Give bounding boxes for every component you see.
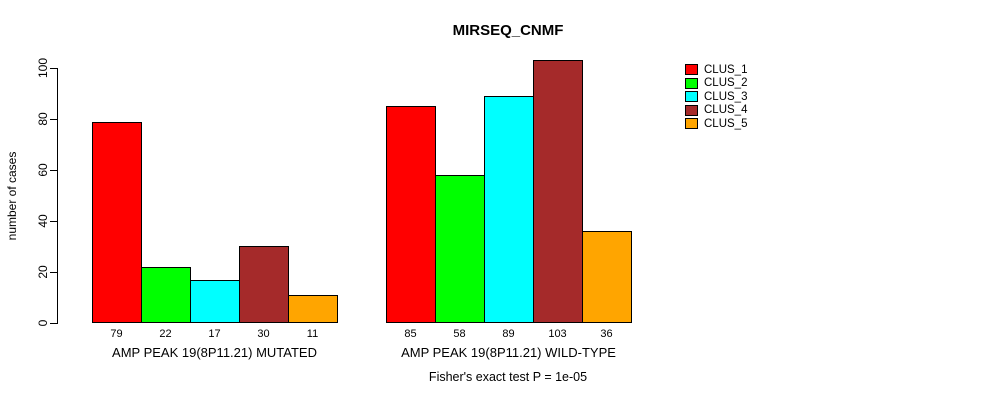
legend-swatch-clus_2 [685,77,698,89]
bar-value-label: 58 [453,328,466,340]
bar-value-label: 89 [502,328,515,340]
x-axis-group-label: AMP PEAK 19(8P11.21) WILD-TYPE [401,345,616,360]
fisher-test-note: Fisher's exact test P = 1e-05 [428,370,588,384]
legend-item: CLUS_3 [685,90,748,103]
legend-label: CLUS_3 [704,90,748,103]
bar-clus_1-group2 [386,106,436,323]
legend-swatch-clus_5 [685,118,698,129]
bar-value-label: 36 [600,328,613,340]
legend-item: CLUS_4 [685,104,748,116]
legend-label: CLUS_2 [704,77,748,89]
y-axis-line [57,68,58,324]
bar-clus_4-group2 [533,60,583,323]
y-axis-tick-label: 100 [36,57,50,79]
legend-item: CLUS_5 [685,117,748,130]
bar-value-label: 22 [159,328,172,340]
y-axis-tick [50,118,57,120]
bar-value-label: 30 [257,328,270,340]
y-axis-title: number of cases [5,151,19,241]
legend-label: CLUS_5 [704,117,748,130]
y-axis-tick [50,67,57,69]
y-axis-tick [50,271,57,273]
bar-clus_1-group1 [92,122,142,323]
y-axis-tick-label: 40 [36,214,50,228]
bar-value-label: 79 [110,328,123,340]
y-axis-tick-label: 60 [36,163,50,177]
legend-label: CLUS_1 [704,63,748,76]
y-axis-tick [50,322,57,324]
legend-swatch-clus_4 [685,104,698,116]
bar-value-label: 103 [548,328,567,340]
bar-clus_4-group1 [239,246,289,323]
chart-title: MIRSEQ_CNMF [452,22,564,39]
y-axis-tick [50,220,57,222]
legend-swatch-clus_1 [685,64,698,75]
y-axis-tick-label: 20 [36,265,50,279]
legend-item: CLUS_2 [685,77,748,89]
bar-clus_3-group2 [484,96,534,323]
bar-clus_2-group1 [141,267,191,323]
y-axis-tick-label: 0 [36,319,50,327]
legend-label: CLUS_4 [704,104,748,116]
bar-value-label: 11 [306,328,319,340]
y-axis-tick [50,169,57,171]
bar-value-label: 17 [208,328,221,340]
bar-clus_5-group1 [288,295,338,323]
bar-clus_3-group1 [190,280,240,323]
legend-swatch-clus_3 [685,91,698,102]
x-axis-group-label: AMP PEAK 19(8P11.21) MUTATED [112,345,317,360]
bar-clus_2-group2 [435,175,485,323]
bar-value-label: 85 [404,328,417,340]
legend-item: CLUS_1 [685,63,748,76]
y-axis-tick-label: 80 [36,112,50,126]
bar-clus_5-group2 [582,231,632,323]
